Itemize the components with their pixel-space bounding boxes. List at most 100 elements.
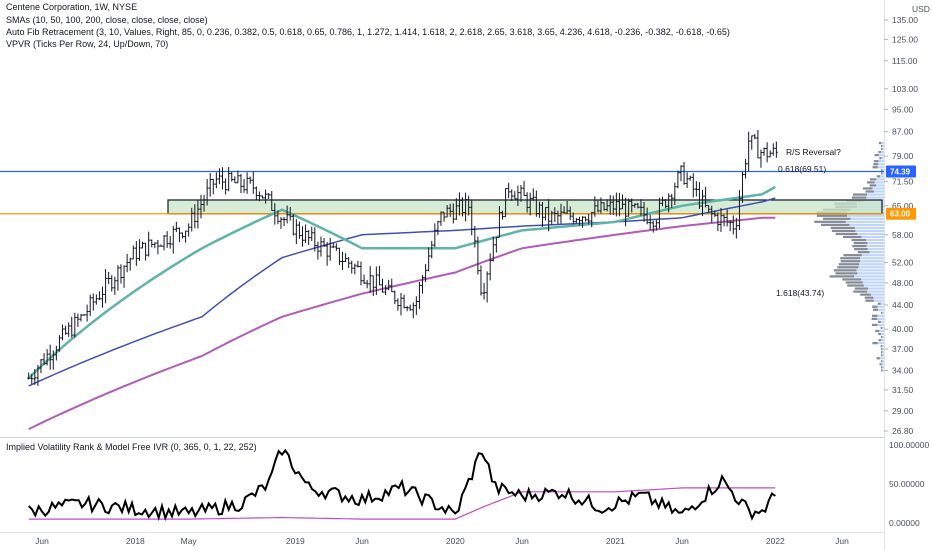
price-bar (457, 192, 461, 216)
vpvr-row (865, 190, 884, 193)
price-bar (587, 213, 591, 225)
price-bar (64, 325, 68, 335)
price-bar (387, 279, 391, 291)
price-bar (359, 261, 363, 286)
vpvr-row-down (881, 354, 883, 357)
price-bar (42, 353, 46, 366)
price-bar (399, 292, 403, 316)
currency-label: USD (912, 4, 930, 14)
vpvr-row-down (866, 181, 875, 184)
time-tick-label: 2020 (446, 536, 465, 546)
vpvr-row-down (852, 193, 867, 196)
vpvr-row (869, 178, 884, 181)
price-tick-label: 135.00 (892, 15, 918, 25)
vpvr-row (879, 363, 884, 366)
price-tick-label: 48.00 (892, 278, 914, 288)
price-bar (304, 224, 308, 244)
vpvr-row-down (840, 260, 861, 263)
vpvr-row-down (854, 287, 868, 290)
price-bar (181, 232, 185, 239)
vpvr-row (881, 172, 884, 175)
vpvr-row-down (876, 175, 880, 178)
price-bar (221, 167, 225, 190)
price-bar (125, 253, 129, 273)
vpvr-row (876, 357, 884, 360)
price-bar (734, 217, 738, 239)
price-bar (577, 216, 581, 226)
vpvr-row (833, 269, 884, 272)
price-axis[interactable]: 135.00 125.00 115.00 103.00 95.00 87.00 79.00 7… (884, 15, 918, 436)
price-bar (122, 265, 126, 288)
price-bar (516, 185, 520, 206)
price-bar (414, 296, 418, 315)
price-bar (507, 182, 511, 199)
price-bar (264, 189, 268, 204)
price-bar (217, 168, 221, 185)
vpvr-row (872, 166, 884, 169)
fib-legend[interactable]: Auto Fib Retracement (3, 10, Values, Rig… (6, 27, 730, 37)
price-bar (230, 171, 234, 182)
price-bar (276, 210, 280, 225)
price-bar (704, 186, 708, 208)
price-tag-label: 63.00 (890, 210, 911, 219)
price-bar (365, 279, 369, 289)
vpvr-row (853, 290, 884, 293)
price-bar (725, 209, 729, 227)
price-bar (141, 241, 145, 249)
vpvr-row-down (840, 257, 860, 260)
price-bar (701, 189, 705, 217)
sma-100-line (28, 197, 776, 387)
vpvr-row (814, 220, 884, 223)
vpvr-row-down (842, 235, 862, 239)
vpvr-row (852, 193, 884, 196)
vpvr-row (881, 348, 884, 351)
time-tick-label: Jun (675, 536, 689, 546)
vpvr-row (851, 238, 884, 242)
price-bar (574, 217, 578, 224)
vpvr-histogram (814, 141, 884, 372)
vpvr-legend[interactable]: VPVR (Ticks Per Row, 24, Up/Down, 70) (6, 39, 169, 49)
price-bar (116, 265, 120, 291)
vpvr-row-down (847, 284, 864, 287)
price-bar (544, 206, 548, 221)
price-bar (174, 221, 178, 233)
price-bar (664, 199, 668, 209)
vpvr-row (881, 144, 884, 148)
price-bar (728, 220, 732, 232)
time-tick-label: 2021 (606, 536, 625, 546)
time-tick-label: Jun (835, 536, 849, 546)
price-bar (522, 181, 526, 196)
price-bar (242, 178, 246, 193)
vpvr-row (881, 335, 884, 339)
vpvr-row-down (881, 348, 883, 351)
price-bar (559, 203, 563, 224)
vpvr-row-down (877, 320, 881, 323)
price-tick-label: 71.50 (892, 177, 914, 187)
price-bar (596, 199, 600, 213)
price-bar (61, 324, 65, 341)
price-tick-label: 37.00 (892, 344, 914, 354)
price-bar (251, 171, 255, 194)
ivr-line (27, 448, 776, 522)
vpvr-row (878, 338, 884, 342)
price-bar (445, 204, 449, 218)
sma-legend[interactable]: SMAs (10, 50, 100, 200, close, close, cl… (6, 15, 208, 25)
price-bar (316, 241, 320, 260)
vpvr-row (875, 329, 884, 333)
vpvr-row (878, 332, 884, 336)
vpvr-row (823, 217, 884, 220)
ivr-tick-label: 100.00000 (889, 440, 929, 450)
price-bar (482, 282, 486, 300)
price-tick-label: 95.00 (892, 104, 914, 114)
price-bar (402, 294, 406, 309)
price-bar (190, 207, 194, 232)
time-axis[interactable]: Jun 2018 May 2019 Jun 2020 Jun 2021 Jun 2022 Jun (35, 536, 849, 546)
price-bar (617, 192, 621, 217)
price-bar (765, 142, 769, 163)
vpvr-row-down (872, 342, 878, 345)
vpvr-row (837, 266, 884, 269)
price-bar (433, 223, 437, 248)
price-bar (147, 231, 151, 257)
price-tick-label: 31.50 (892, 385, 914, 395)
